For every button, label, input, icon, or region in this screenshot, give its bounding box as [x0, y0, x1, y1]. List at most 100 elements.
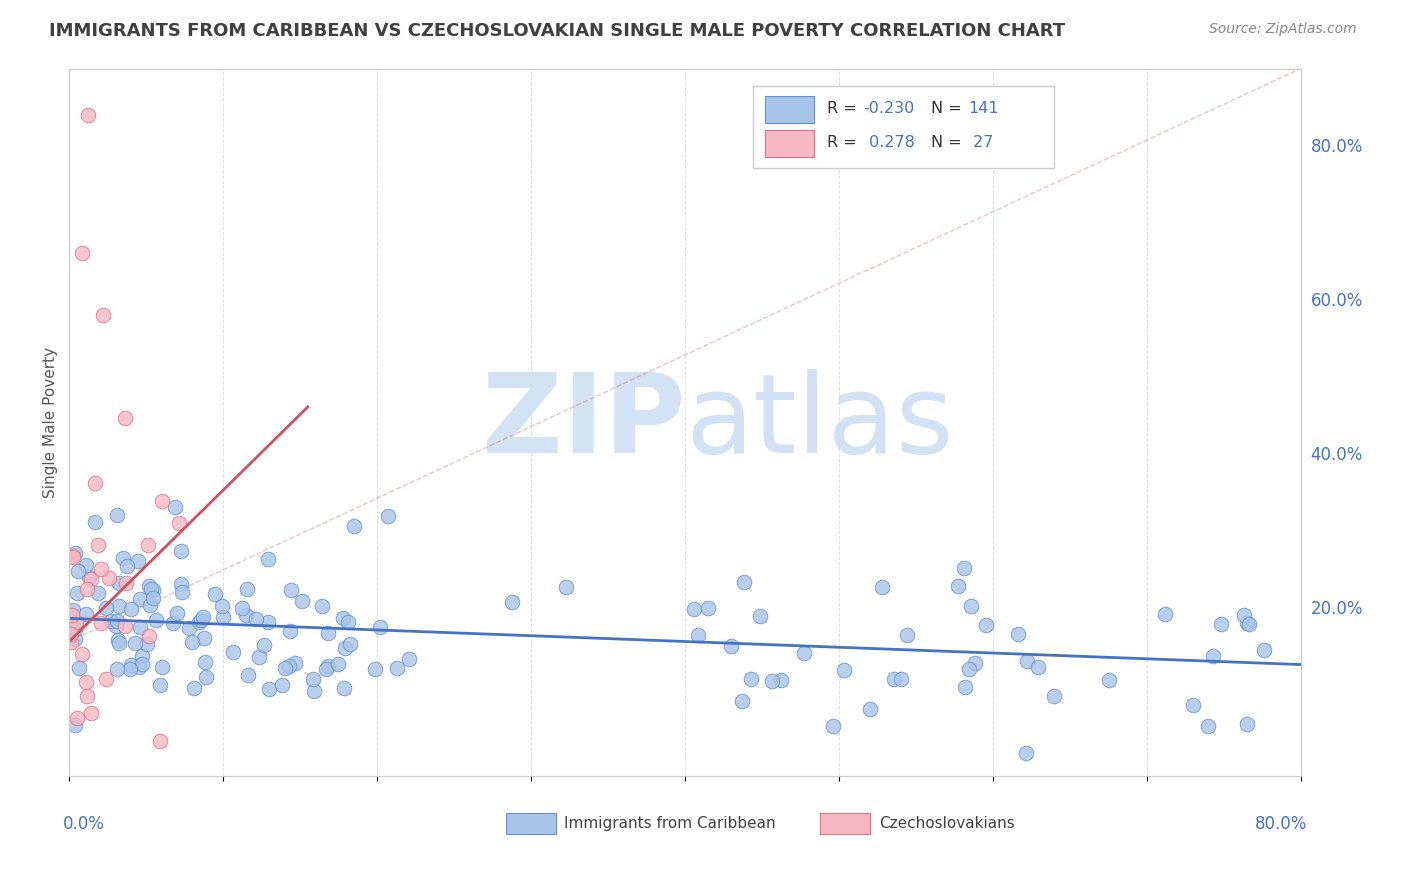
Point: [115, 558, 138, 573]
Point: [1015, 654, 1038, 668]
FancyBboxPatch shape: [752, 87, 1054, 168]
Point: [333, 641, 356, 656]
Point: [170, 543, 193, 558]
Point: [62, 549, 84, 563]
Point: [952, 561, 974, 575]
Point: [256, 615, 278, 629]
Point: [180, 635, 202, 649]
Point: [832, 663, 855, 677]
Point: [136, 538, 159, 552]
Y-axis label: Single Male Poverty: Single Male Poverty: [44, 347, 58, 498]
Point: [343, 519, 366, 533]
Point: [141, 582, 163, 596]
Point: [59, 635, 82, 649]
Point: [129, 591, 152, 606]
Point: [1098, 673, 1121, 687]
Point: [145, 613, 167, 627]
Point: [80, 706, 103, 720]
Point: [398, 652, 420, 666]
Point: [769, 673, 792, 688]
Point: [118, 662, 141, 676]
Point: [793, 646, 815, 660]
Point: [222, 644, 245, 658]
Point: [79, 569, 101, 583]
Point: [193, 631, 215, 645]
Point: [271, 677, 294, 691]
Point: [63, 718, 86, 732]
Text: IMMIGRANTS FROM CARIBBEAN VS CZECHOSLOVAKIAN SINGLE MALE POVERTY CORRELATION CHA: IMMIGRANTS FROM CARIBBEAN VS CZECHOSLOVA…: [49, 22, 1066, 40]
Point: [170, 576, 193, 591]
FancyBboxPatch shape: [765, 96, 814, 123]
Text: Source: ZipAtlas.com: Source: ZipAtlas.com: [1209, 22, 1357, 37]
Point: [75, 558, 97, 572]
Point: [194, 655, 217, 669]
Point: [166, 606, 188, 620]
Point: [278, 624, 301, 639]
Point: [1042, 689, 1064, 703]
Point: [80, 572, 103, 586]
Point: [139, 598, 162, 612]
Point: [957, 662, 980, 676]
Point: [363, 662, 385, 676]
Point: [328, 657, 350, 671]
Point: [315, 662, 337, 676]
Point: [302, 683, 325, 698]
Point: [733, 574, 755, 589]
Point: [377, 509, 399, 524]
Point: [336, 615, 359, 630]
Point: [150, 493, 173, 508]
Text: 141: 141: [969, 102, 998, 116]
Text: 80.0%: 80.0%: [1254, 815, 1306, 833]
Point: [138, 628, 160, 642]
Point: [953, 680, 976, 694]
Point: [1253, 643, 1275, 657]
Point: [129, 620, 152, 634]
Point: [740, 672, 762, 686]
Point: [105, 618, 128, 632]
Point: [75, 675, 97, 690]
Point: [148, 678, 170, 692]
Point: [1236, 717, 1258, 731]
Point: [555, 580, 578, 594]
Point: [231, 601, 253, 615]
Point: [501, 595, 523, 609]
Point: [114, 619, 136, 633]
Point: [142, 591, 165, 606]
Point: [62, 549, 84, 564]
Point: [1007, 627, 1029, 641]
Point: [107, 633, 129, 648]
Point: [1026, 660, 1049, 674]
Point: [333, 681, 356, 696]
Point: [212, 610, 235, 624]
Point: [183, 681, 205, 696]
Point: [124, 635, 146, 649]
Point: [107, 635, 129, 649]
Point: [731, 694, 754, 708]
Point: [872, 581, 894, 595]
Point: [120, 658, 142, 673]
Point: [686, 627, 709, 641]
Point: [70, 246, 93, 260]
Point: [59, 627, 82, 641]
FancyBboxPatch shape: [821, 813, 870, 834]
Text: atlas: atlas: [685, 368, 953, 475]
Point: [1233, 608, 1256, 623]
Text: N =: N =: [931, 136, 967, 151]
Point: [368, 620, 391, 634]
Point: [98, 571, 121, 585]
Point: [859, 702, 882, 716]
Point: [1211, 617, 1233, 632]
Point: [162, 615, 184, 630]
Point: [959, 599, 981, 613]
Point: [105, 662, 128, 676]
Point: [204, 587, 226, 601]
Point: [316, 658, 339, 673]
Point: [245, 612, 267, 626]
Point: [883, 672, 905, 686]
Point: [63, 622, 86, 636]
Point: [63, 546, 86, 560]
Point: [67, 661, 90, 675]
Point: [127, 554, 149, 568]
Point: [60, 607, 83, 622]
Point: [1015, 746, 1038, 760]
